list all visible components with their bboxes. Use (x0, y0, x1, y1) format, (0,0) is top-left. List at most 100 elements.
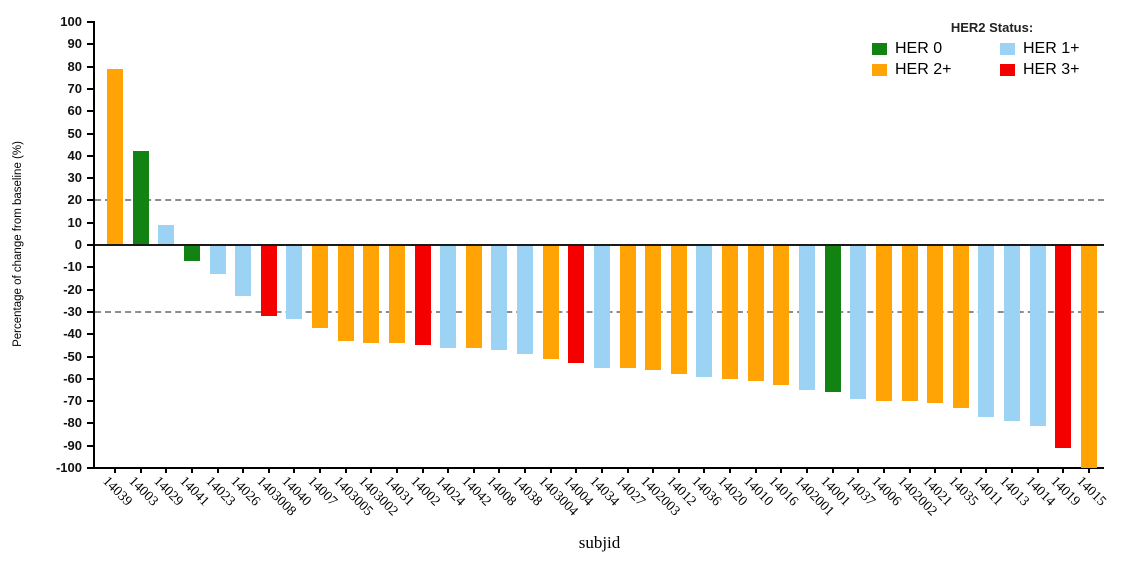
x-tick (498, 468, 501, 473)
y-tick (87, 266, 95, 269)
x-tick (857, 468, 860, 473)
x-tick (165, 468, 168, 473)
bar (209, 246, 226, 274)
y-tick-label: -50 (63, 348, 82, 364)
legend-entry: HER 0 (872, 40, 1000, 58)
bar (1080, 246, 1097, 468)
y-tick-label: -80 (63, 415, 82, 431)
y-tick (87, 288, 95, 291)
bar (260, 246, 277, 317)
y-tick-label: 100 (60, 14, 82, 29)
x-tick (908, 468, 911, 473)
legend-swatch-icon (872, 43, 887, 55)
bar (414, 246, 431, 346)
bar (568, 246, 585, 364)
y-tick (87, 177, 95, 180)
x-tick (1011, 468, 1014, 473)
x-tick (114, 468, 116, 473)
bar (337, 246, 354, 341)
x-tick (1087, 468, 1090, 473)
bar (132, 151, 149, 244)
x-tick (959, 468, 962, 473)
bar (593, 246, 610, 368)
bar (696, 246, 713, 377)
y-tick-label: -90 (63, 437, 82, 453)
bar (773, 246, 790, 386)
y-tick (87, 154, 95, 157)
bar (388, 246, 405, 344)
y-tick-label: -60 (63, 370, 82, 386)
y-tick-label: 50 (67, 125, 82, 141)
y-tick-label: 40 (67, 147, 82, 163)
bar (158, 224, 175, 244)
bar (850, 246, 867, 399)
legend-entry: HER 2+ (872, 61, 1000, 79)
bar (952, 246, 969, 408)
legend-entry: HER 3+ (1000, 61, 1112, 79)
bar (722, 246, 739, 379)
reference-line (95, 199, 1104, 202)
x-tick (1036, 468, 1039, 473)
y-tick-label: -100 (55, 460, 82, 475)
legend: HER2 Status: HER 0 HER 1+ HER 2+ HER 3+ (872, 20, 1112, 79)
x-tick (216, 468, 219, 473)
bar (619, 246, 636, 368)
x-tick (600, 468, 603, 473)
legend-entry-label: HER 2+ (895, 61, 952, 78)
y-tick (87, 310, 95, 313)
x-tick (319, 468, 322, 473)
bar (312, 246, 329, 328)
bar (465, 246, 482, 348)
bar (978, 246, 995, 417)
bar (542, 246, 559, 359)
y-tick (87, 199, 95, 202)
x-tick (703, 468, 706, 473)
y-tick (87, 444, 95, 447)
x-tick (242, 468, 245, 473)
y-tick (87, 65, 95, 68)
legend-entry: HER 1+ (1000, 40, 1112, 58)
x-tick (395, 468, 398, 473)
y-tick (87, 377, 95, 380)
x-tick (421, 468, 424, 473)
x-axis-line (93, 467, 1104, 469)
y-tick-label: 90 (67, 36, 82, 52)
y-tick-label: 70 (67, 80, 82, 96)
y-tick-label: -70 (63, 393, 82, 409)
y-tick (87, 43, 95, 46)
y-axis-title: Percentage of change from baseline (%) (12, 141, 24, 347)
x-tick (447, 468, 450, 473)
bar (235, 246, 252, 297)
legend-entry-label: HER 3+ (1023, 61, 1080, 78)
x-tick (934, 468, 937, 473)
x-tick (652, 468, 655, 473)
bar (1004, 246, 1021, 422)
bar (901, 246, 918, 402)
legend-entry-label: HER 0 (895, 40, 943, 57)
y-tick (87, 422, 95, 425)
x-tick (190, 468, 193, 473)
x-tick (267, 468, 270, 473)
y-tick (87, 87, 95, 90)
bar (670, 246, 687, 375)
y-tick-label: 60 (67, 103, 82, 119)
x-tick (1062, 468, 1065, 473)
x-tick (293, 468, 296, 473)
y-tick-label: -40 (63, 326, 82, 342)
x-tick (472, 468, 475, 473)
x-tick (677, 468, 680, 473)
bar (107, 68, 123, 244)
y-tick-label: 10 (67, 214, 82, 230)
x-tick (626, 468, 629, 473)
legend-title: HER2 Status: (950, 20, 1034, 35)
x-tick (575, 468, 578, 473)
x-tick (831, 468, 834, 473)
y-tick (87, 355, 95, 358)
x-tick (549, 468, 552, 473)
bar (927, 246, 944, 404)
bar (645, 246, 662, 370)
legend-swatch-icon (872, 64, 887, 76)
y-tick (87, 244, 95, 246)
x-tick (370, 468, 373, 473)
